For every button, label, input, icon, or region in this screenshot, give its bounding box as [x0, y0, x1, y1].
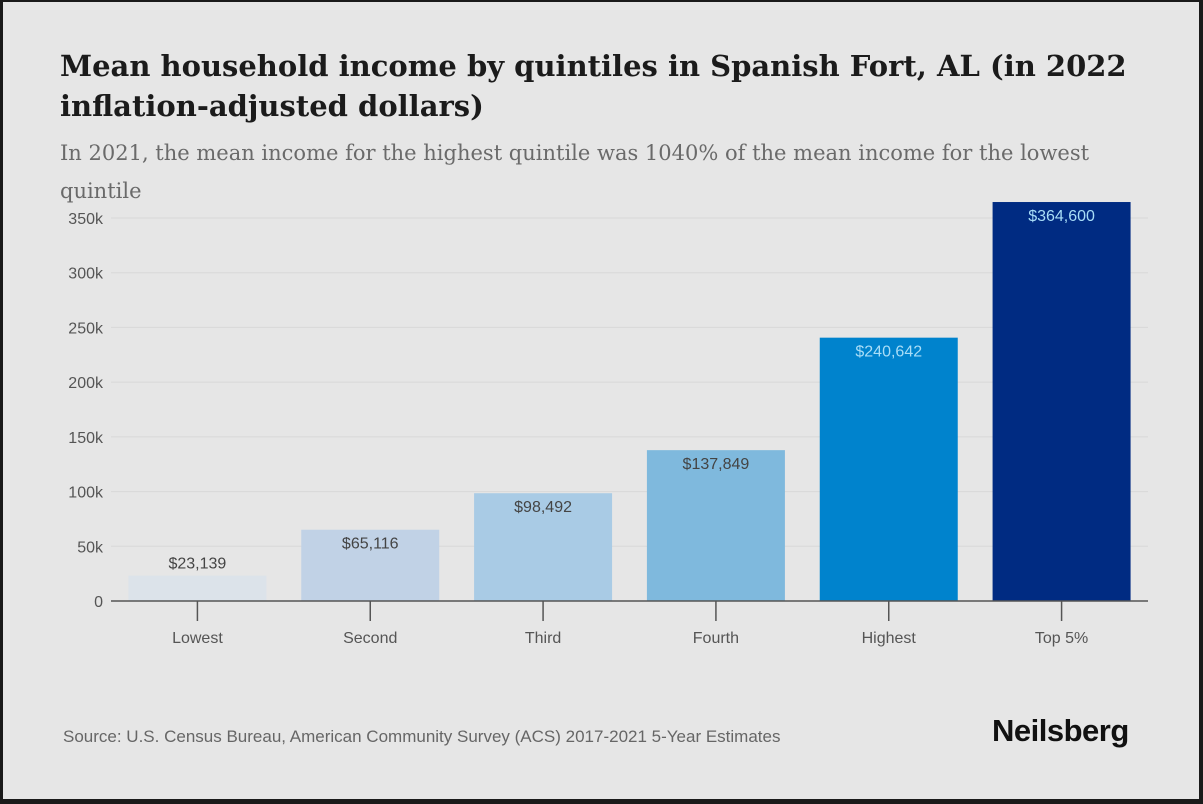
bar-second [301, 529, 440, 601]
y-tick-label: 250k [68, 320, 104, 337]
bar-lowest [128, 575, 267, 601]
y-tick-label: 150k [68, 430, 104, 447]
x-tick-label: Highest [862, 630, 917, 647]
y-tick-label: 300k [68, 266, 104, 283]
source-note: Source: U.S. Census Bureau, American Com… [63, 727, 781, 746]
y-tick-label: 100k [68, 485, 104, 502]
x-tick-label: Top 5% [1035, 630, 1088, 647]
bar-fourth [646, 450, 785, 601]
data-label: $23,139 [168, 556, 226, 573]
x-tick-label: Lowest [172, 630, 223, 647]
neilsberg-logo: Neilsberg [992, 713, 1129, 748]
y-tick-label: 200k [68, 375, 104, 392]
data-label: $240,642 [855, 344, 922, 361]
data-label: $364,600 [1028, 208, 1095, 225]
bar-third [474, 493, 613, 601]
y-tick-label: 50k [77, 539, 104, 556]
data-label: $65,116 [342, 536, 399, 553]
chart-title: Mean household income by quintiles in Sp… [60, 49, 1127, 123]
y-tick-label: 350k [68, 211, 104, 228]
chart-subtitle: In 2021, the mean income for the highest… [60, 141, 1090, 203]
x-tick-label: Second [343, 630, 397, 647]
data-label: $98,492 [514, 499, 572, 516]
data-label: $137,849 [683, 456, 750, 473]
y-tick-label: 0 [94, 594, 103, 611]
bar-highest [819, 337, 958, 601]
x-tick-label: Third [525, 630, 561, 647]
bar-top-5- [992, 202, 1131, 601]
x-tick-label: Fourth [693, 630, 739, 647]
